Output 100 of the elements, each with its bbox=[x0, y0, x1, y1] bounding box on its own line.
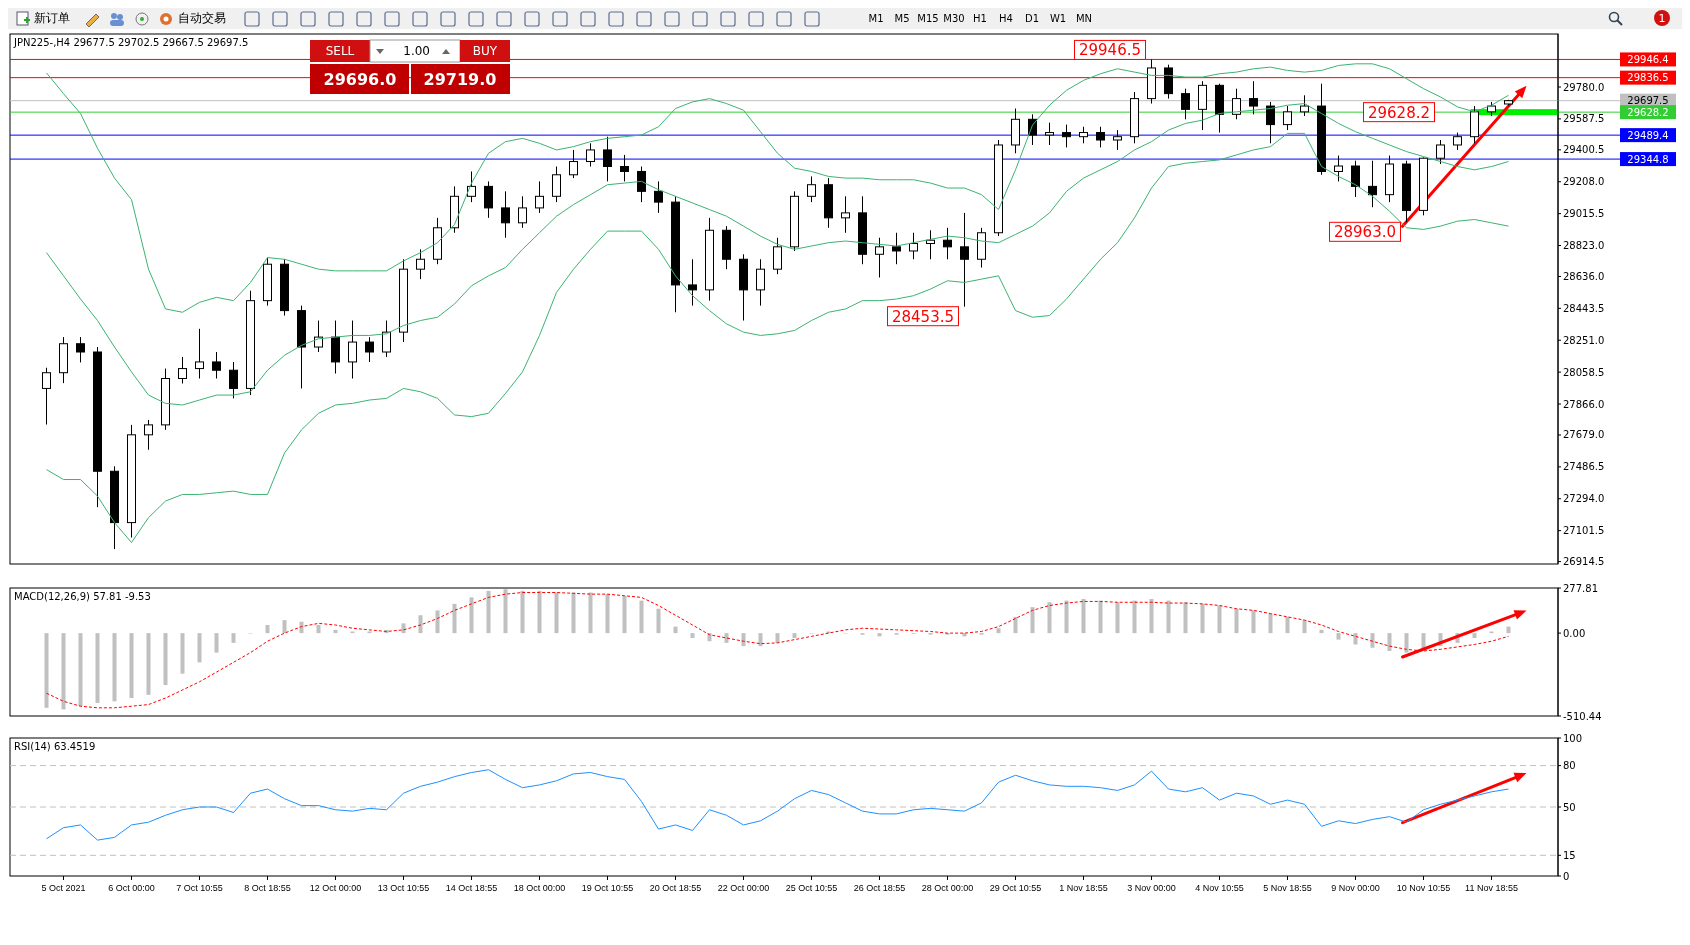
x-tick-label: 20 Oct 18:55 bbox=[649, 883, 702, 893]
candlestick bbox=[688, 258, 697, 307]
y-tick-label: 50 bbox=[1563, 801, 1576, 813]
candlestick bbox=[875, 237, 884, 278]
y-tick-label: 29400.5 bbox=[1563, 144, 1605, 156]
bar bbox=[1353, 633, 1358, 645]
candlestick bbox=[552, 166, 561, 203]
bar bbox=[1064, 600, 1069, 634]
bar bbox=[571, 592, 576, 634]
y-tick-label: 27486.5 bbox=[1563, 461, 1605, 473]
x-tick-label: 19 Oct 10:55 bbox=[581, 883, 634, 893]
bar bbox=[316, 624, 321, 634]
x-tick-label: 4 Nov 10:55 bbox=[1195, 883, 1244, 893]
y-tick-label: 28443.5 bbox=[1563, 302, 1605, 314]
bar bbox=[333, 629, 338, 634]
y-tick-label: 27679.0 bbox=[1563, 429, 1605, 441]
bar bbox=[1149, 599, 1154, 634]
x-tick-label: 18 Oct 00:00 bbox=[513, 883, 566, 893]
candlestick bbox=[1113, 129, 1122, 151]
bar bbox=[1387, 633, 1392, 651]
bar bbox=[231, 633, 236, 643]
bar bbox=[1217, 605, 1222, 634]
candlestick bbox=[943, 227, 952, 260]
x-tick-label: 11 Nov 18:55 bbox=[1465, 883, 1518, 893]
candlestick bbox=[42, 367, 51, 426]
bar bbox=[61, 633, 66, 710]
bar bbox=[1302, 620, 1307, 634]
bar bbox=[469, 597, 474, 634]
candlestick bbox=[909, 232, 918, 260]
x-tick-label: 5 Nov 18:55 bbox=[1263, 883, 1312, 893]
bar bbox=[1166, 600, 1171, 634]
y-tick-label: 28058.5 bbox=[1563, 366, 1605, 378]
candlestick bbox=[586, 142, 595, 167]
bar bbox=[1370, 633, 1375, 648]
bar bbox=[605, 594, 610, 634]
bar bbox=[724, 633, 729, 643]
text: 1 bbox=[1658, 12, 1666, 25]
x-tick-label: 7 Oct 10:55 bbox=[176, 883, 223, 893]
bar bbox=[214, 633, 219, 653]
y-tick-label: 100 bbox=[1563, 732, 1583, 744]
x-tick-label: 25 Oct 10:55 bbox=[785, 883, 838, 893]
x-tick-label: 22 Oct 00:00 bbox=[717, 883, 770, 893]
bar bbox=[1472, 633, 1477, 638]
candlestick bbox=[348, 320, 357, 379]
annotation: 29628.2 bbox=[1367, 103, 1431, 122]
candlestick bbox=[518, 195, 527, 229]
y-tick-label: 0.00 bbox=[1563, 627, 1586, 639]
bar bbox=[1013, 616, 1018, 634]
x-tick-label: 26 Oct 18:55 bbox=[853, 883, 906, 893]
candlestick bbox=[144, 419, 153, 451]
candlestick bbox=[1045, 122, 1054, 146]
ref-line-label: 29628.2 bbox=[1627, 106, 1669, 118]
bar bbox=[758, 633, 763, 647]
candlestick bbox=[1436, 139, 1445, 165]
candlestick bbox=[365, 336, 374, 363]
bar bbox=[520, 590, 525, 634]
bar bbox=[1251, 610, 1256, 634]
bar bbox=[44, 633, 49, 708]
bar bbox=[1506, 626, 1511, 634]
candlestick bbox=[603, 136, 612, 182]
text: MN bbox=[1075, 13, 1093, 24]
annotation: 29719.0 bbox=[423, 70, 497, 89]
y-tick-label: 15 bbox=[1563, 849, 1576, 861]
y-tick-label: 28251.0 bbox=[1563, 334, 1605, 346]
text: D1 bbox=[1024, 13, 1040, 24]
y-tick-label: 0 bbox=[1563, 870, 1570, 882]
annotation: BUY bbox=[472, 44, 498, 58]
bar bbox=[537, 590, 542, 634]
candlestick bbox=[654, 180, 663, 214]
bar bbox=[622, 595, 627, 634]
bar bbox=[1285, 616, 1290, 634]
bar bbox=[163, 633, 168, 686]
candlestick bbox=[76, 336, 85, 363]
bar bbox=[996, 628, 1001, 634]
text: M30 bbox=[943, 13, 965, 24]
bar bbox=[741, 633, 746, 647]
text: H4 bbox=[999, 13, 1013, 24]
x-tick-label: 28 Oct 00:00 bbox=[921, 883, 974, 893]
bar bbox=[265, 624, 270, 634]
ref-line-label: 29697.5 bbox=[1627, 95, 1669, 107]
chart-title: MACD(12,26,9) 57.81 -9.53 bbox=[14, 591, 151, 602]
bar bbox=[503, 589, 508, 634]
candlestick bbox=[178, 356, 187, 384]
candlestick bbox=[1062, 124, 1071, 148]
line-series bbox=[46, 132, 1509, 543]
candlestick bbox=[1266, 101, 1275, 144]
annotation: SELL bbox=[325, 44, 355, 58]
candlestick bbox=[1334, 155, 1343, 182]
bar bbox=[435, 610, 440, 634]
candlestick bbox=[892, 232, 901, 265]
bar bbox=[129, 633, 134, 699]
candlestick bbox=[314, 320, 323, 353]
candlestick bbox=[1368, 160, 1377, 208]
candlestick bbox=[1181, 88, 1190, 120]
x-tick-label: 10 Nov 10:55 bbox=[1396, 883, 1451, 893]
ref-line-label: 29836.5 bbox=[1627, 72, 1669, 84]
candlestick bbox=[467, 170, 476, 203]
candlestick bbox=[535, 180, 544, 214]
bar bbox=[452, 603, 457, 634]
x-tick-label: 6 Oct 00:00 bbox=[108, 883, 155, 893]
